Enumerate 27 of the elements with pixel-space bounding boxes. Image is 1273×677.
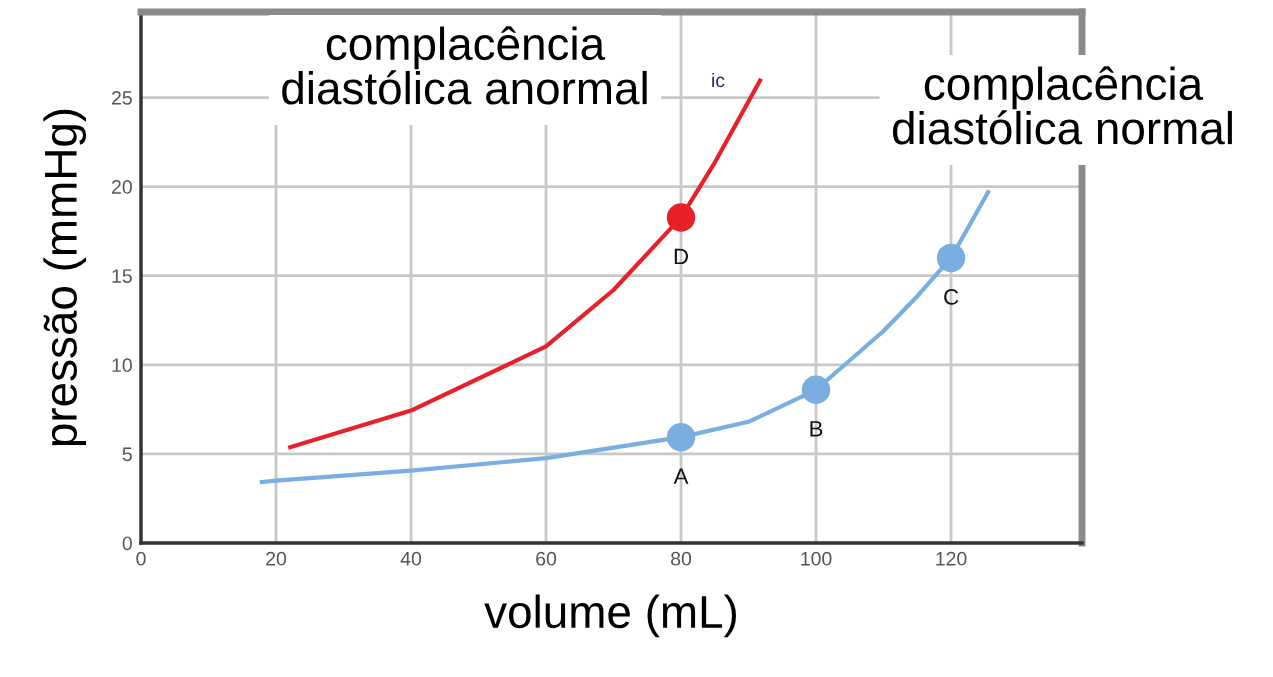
y-tick-label: 25: [112, 91, 132, 105]
x-tick-label: 40: [400, 551, 422, 566]
x-tick-label: 80: [671, 551, 692, 566]
y-tick-label: 20: [112, 180, 132, 194]
annotation: ic: [712, 72, 725, 88]
point: [666, 203, 696, 232]
y-tick-label: 0: [122, 536, 132, 551]
y-tick-label: 5: [122, 447, 132, 462]
annotation: D: [674, 248, 688, 265]
x-tick-label: 100: [801, 551, 832, 566]
annotation: complacência diastólica normal: [892, 66, 1232, 145]
x-axis-title: volume (mL): [484, 594, 736, 638]
line-series: [259, 189, 991, 485]
x-tick-label: 60: [536, 551, 557, 566]
x-tick-label: 120: [936, 551, 967, 566]
point: [801, 375, 831, 404]
y-tick-label: 10: [112, 358, 132, 373]
x-tick-label: 20: [266, 551, 287, 566]
y-axis-title: pressão (mmHg): [43, 109, 87, 446]
point: [666, 422, 696, 452]
annotation: complacência diastólica anormal: [282, 26, 647, 105]
point: [936, 243, 966, 273]
annotation: A: [673, 468, 689, 484]
x-tick-label: 0: [136, 551, 146, 566]
annotation: B: [810, 421, 823, 437]
y-tick-label: 15: [112, 269, 132, 283]
annotation: C: [944, 289, 959, 305]
